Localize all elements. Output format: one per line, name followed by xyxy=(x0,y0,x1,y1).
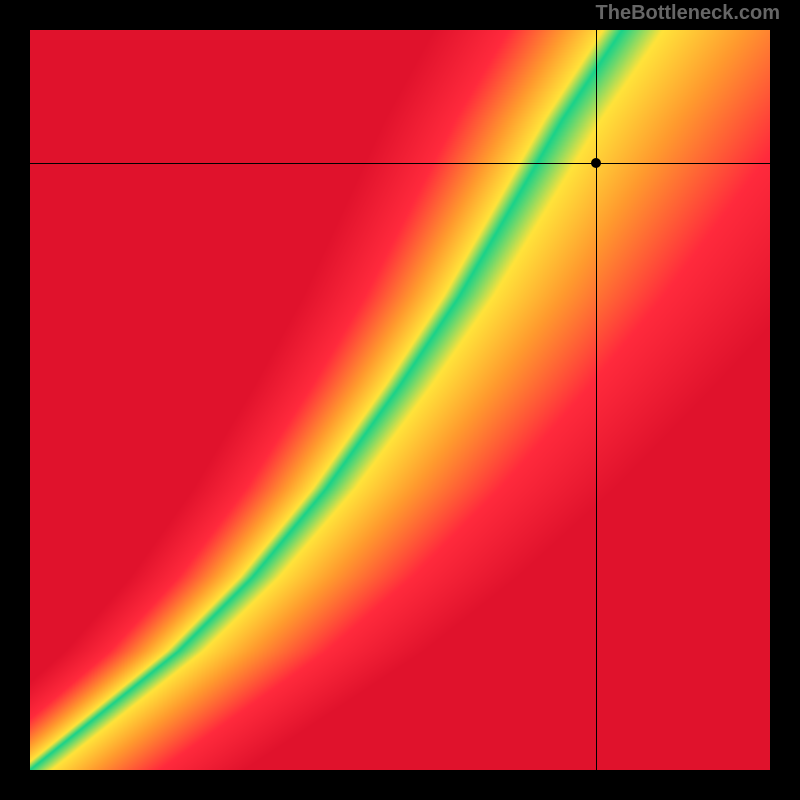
crosshair-marker xyxy=(591,158,601,168)
crosshair-horizontal xyxy=(30,163,770,164)
heatmap-chart xyxy=(30,30,770,770)
crosshair-vertical xyxy=(596,30,597,770)
heatmap-canvas xyxy=(30,30,770,770)
watermark-text: TheBottleneck.com xyxy=(596,2,780,25)
